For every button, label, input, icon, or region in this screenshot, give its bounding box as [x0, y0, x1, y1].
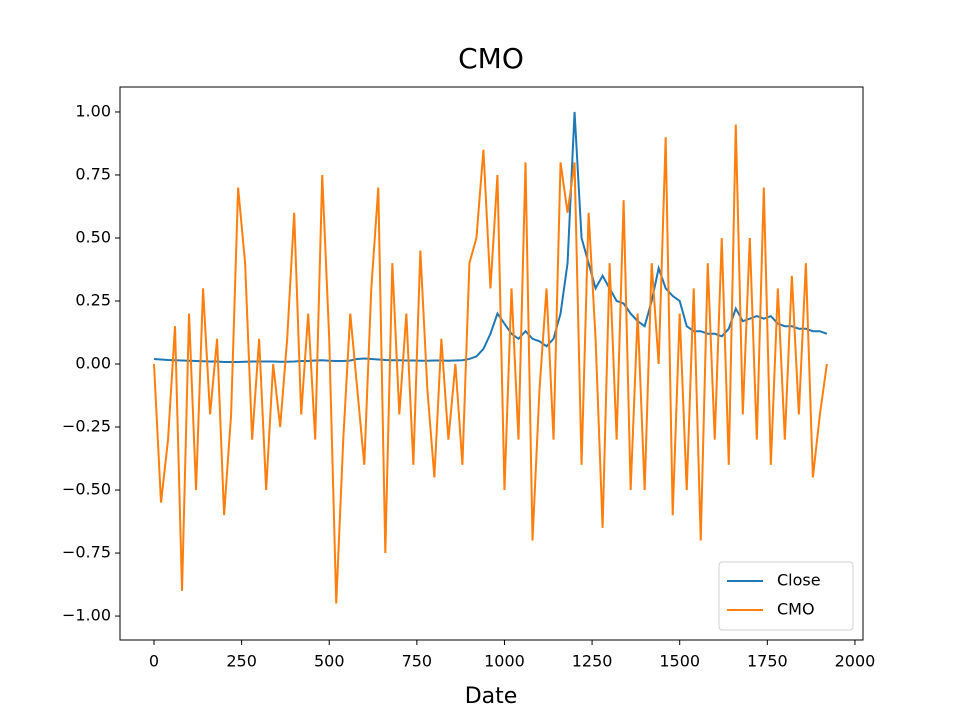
y-tick-label: 0.75	[75, 164, 111, 183]
y-tick-label: −0.25	[62, 417, 111, 436]
series-line	[153, 124, 828, 604]
x-tick-label: 500	[314, 652, 345, 671]
legend: Close CMO	[718, 561, 854, 631]
x-axis-label: Date	[465, 684, 518, 709]
series-line	[153, 111, 828, 363]
y-tick-label: −1.00	[62, 606, 111, 625]
legend-label: CMO	[777, 600, 815, 619]
legend-label: Close	[777, 571, 821, 590]
y-tick-label: −0.50	[62, 480, 111, 499]
y-tick-label: 0.25	[75, 290, 111, 309]
x-tick-label: 2000	[835, 652, 876, 671]
x-tick-label: 1250	[572, 652, 613, 671]
x-tick-label: 750	[402, 652, 433, 671]
legend-box	[718, 561, 854, 631]
x-tick-label: 1000	[484, 652, 525, 671]
chart-title: CMO	[458, 42, 524, 75]
x-tick-label: 1750	[747, 652, 788, 671]
x-tick-label: 0	[149, 652, 159, 671]
y-tick-label: 1.00	[75, 101, 111, 120]
x-tick-label: 1500	[659, 652, 700, 671]
y-tick-label: 0.00	[75, 354, 111, 373]
plot-frame	[119, 86, 864, 641]
y-tick-label: −0.75	[62, 543, 111, 562]
y-tick-label: 0.50	[75, 227, 111, 246]
x-tick-label: 250	[226, 652, 257, 671]
